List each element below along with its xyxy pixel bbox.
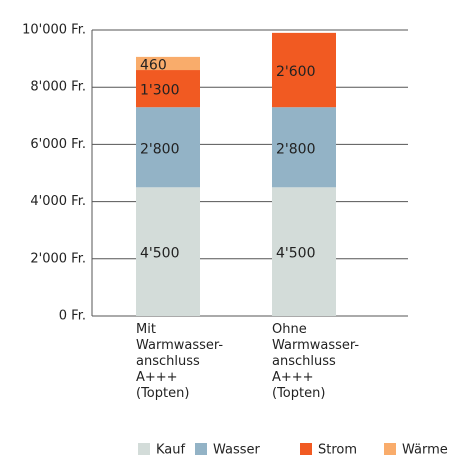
bar-segment xyxy=(136,56,200,71)
y-tick-label: 10'000 Fr. xyxy=(22,23,86,38)
x-tick-label: Ohne Warmwasser- anschluss A+++ (Topten) xyxy=(272,322,360,401)
bar-segment xyxy=(272,32,336,108)
bar-segment xyxy=(136,107,200,188)
value-label: 2'800 xyxy=(140,141,179,157)
y-tick-label: 6'000 Fr. xyxy=(30,137,86,152)
bar-segment xyxy=(136,187,200,316)
y-tick-label: 4'000 Fr. xyxy=(30,194,86,209)
y-tick-label: 8'000 Fr. xyxy=(30,80,86,95)
value-label: 1'300 xyxy=(140,83,179,99)
legend-label: Wärme xyxy=(402,443,448,457)
value-label: 2'600 xyxy=(276,64,315,80)
bar-segment xyxy=(136,70,200,108)
legend-swatch xyxy=(384,443,396,455)
legend-label: Wasser xyxy=(213,443,261,457)
bar-segment xyxy=(272,187,336,316)
bar-segment xyxy=(272,107,336,188)
legend-swatch xyxy=(300,443,312,455)
x-tick-label: Mit Warmwasser- anschluss A+++ (Topten) xyxy=(136,322,224,401)
legend-swatch xyxy=(195,443,207,455)
y-tick-label: 2'000 Fr. xyxy=(30,251,86,266)
value-label: 4'500 xyxy=(276,246,315,262)
y-tick-label: 0 Fr. xyxy=(59,309,86,324)
legend-label: Strom xyxy=(318,443,357,457)
legend-swatch xyxy=(138,443,150,455)
legend-label: Kauf xyxy=(156,443,186,457)
value-label: 2'800 xyxy=(276,141,315,157)
value-label: 4'500 xyxy=(140,246,179,262)
value-label: 460 xyxy=(140,57,167,73)
